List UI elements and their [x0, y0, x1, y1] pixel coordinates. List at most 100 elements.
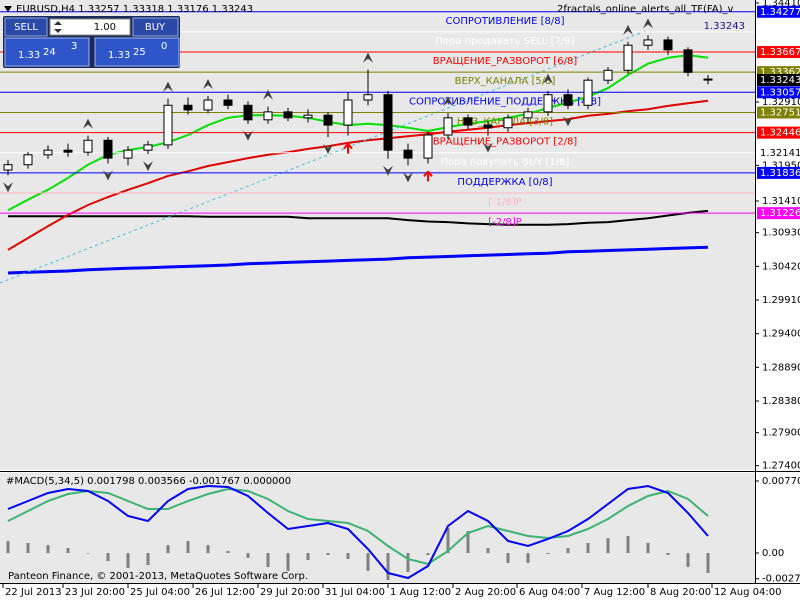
level-label: [-2/8]P	[488, 217, 522, 228]
buy-button[interactable]	[132, 17, 179, 37]
price-tag-label: 1.33667	[760, 47, 800, 58]
macd-histogram-bar	[606, 538, 610, 553]
price-tag	[757, 5, 800, 18]
x-tick-label: 8 Aug 20:00	[650, 587, 711, 598]
macd-histogram-bar	[386, 553, 390, 581]
x-tick-label: 26 Jul 12:00	[195, 587, 255, 598]
macd-histogram-bar	[666, 553, 670, 555]
level-label: СОПРОТИВЛЕНИЕ [8/8]	[446, 16, 565, 27]
sell-button[interactable]	[4, 17, 48, 37]
macd-histogram-bar	[506, 553, 510, 563]
level-label: ВРАЩЕНИЕ_РАЗВОРОТ [6/8]	[433, 56, 578, 67]
buy-price-box[interactable]	[94, 37, 180, 67]
sell-price-box[interactable]	[4, 37, 90, 67]
candle-body	[123, 149, 133, 159]
macd-histogram-bar	[226, 551, 230, 553]
macd-histogram-bar	[326, 553, 330, 555]
candle-body	[583, 79, 593, 106]
y-tick-label: 1.31410	[762, 196, 800, 207]
fractal-up	[263, 89, 273, 100]
fractal-up	[623, 24, 633, 35]
x-tick-label: 12 Aug 04:00	[714, 587, 781, 598]
sell-price-point[interactable]: 3	[71, 41, 77, 52]
macd-histogram-bar	[246, 553, 250, 558]
candle-body	[483, 124, 493, 129]
macd-histogram-bar	[166, 545, 170, 553]
macd-signal-line	[7, 487, 709, 566]
main-panel	[0, 0, 755, 470]
price-tag	[757, 146, 800, 159]
candle-body	[383, 94, 393, 151]
candle-body	[163, 104, 173, 146]
macd-histogram-bar	[186, 540, 190, 553]
price-tag	[757, 106, 800, 119]
y-tick-label: 1.30420	[762, 261, 800, 272]
candle-body	[83, 139, 93, 153]
fractal-up	[83, 118, 93, 129]
price-tag	[757, 166, 800, 179]
macd-histogram-bar	[266, 553, 270, 568]
sell-label[interactable]: SELL	[14, 22, 38, 33]
price-tag-label: 1.31836	[760, 168, 800, 179]
candle-body	[63, 149, 73, 153]
candle-body	[523, 111, 533, 119]
candle-body	[623, 44, 633, 71]
lot-value[interactable]: 1.00	[94, 22, 116, 33]
y-tick-label: 1.28380	[762, 396, 800, 407]
fractal-up	[363, 52, 373, 63]
sell-price-pips[interactable]: 24	[43, 47, 56, 58]
price-tag	[757, 46, 800, 59]
candle-body	[463, 117, 473, 126]
current-price-label: 1.33243	[760, 75, 800, 86]
x-tick-label: 6 Aug 04:00	[519, 587, 580, 598]
moving-average	[8, 209, 709, 226]
macd-histogram-bar	[346, 553, 350, 559]
buy-label[interactable]: BUY	[145, 22, 166, 33]
candle-body	[503, 117, 513, 129]
y-tick-label: 1.29910	[762, 295, 800, 306]
candle-body	[603, 69, 613, 81]
level-label: [-1/8]P	[488, 197, 522, 208]
symbol-icon	[4, 6, 12, 12]
macd-histogram-bar	[206, 544, 210, 553]
y-tick-label: 1.27900	[762, 428, 800, 439]
macd-histogram-bar	[586, 543, 590, 553]
candle-body	[223, 99, 233, 106]
y-tick-label: 1.31950	[762, 160, 800, 171]
candle-body	[663, 39, 673, 51]
macd-histogram-bar	[106, 553, 110, 562]
candle-body	[643, 39, 653, 46]
macd-histogram-bar	[286, 553, 290, 571]
buy-price-point[interactable]: 0	[161, 41, 167, 52]
fractal-down	[3, 182, 13, 193]
fractal-down	[383, 165, 393, 176]
macd-histogram-bar	[486, 548, 490, 553]
macd-histogram-bar	[646, 543, 650, 553]
macd-histogram-bar	[686, 553, 690, 568]
candle-body	[143, 144, 153, 151]
level-label: Пора продавать SELL [7/8]	[435, 36, 574, 47]
price-tag-label: 1.32141	[760, 148, 800, 159]
macd-title: #MACD(5,34,5) 0.001798 0.003566 -0.00176…	[6, 476, 291, 487]
candle-body	[243, 104, 253, 121]
price-tag-label: 1.34277	[760, 7, 800, 18]
moving-average	[7, 99, 709, 251]
lot-spinner[interactable]	[54, 21, 62, 33]
buy-price-big[interactable]: 1.33	[108, 50, 130, 61]
candle-body	[303, 114, 313, 119]
signal-arrow	[423, 170, 433, 182]
buy-price-pips[interactable]: 25	[133, 47, 146, 58]
price-tag-label: 1.31226	[760, 208, 800, 219]
indicator-label: 2fractals_online_alerts_all_TF(FA)_v	[557, 4, 733, 15]
fractal-up	[543, 73, 553, 84]
candle-body	[543, 94, 553, 113]
level-label: ВРАЩЕНИЕ_РАЗВОРОТ [2/8]	[433, 137, 578, 148]
lot-input[interactable]	[49, 18, 131, 36]
macd-histogram-bar	[366, 553, 370, 571]
macd-histogram-bar	[146, 553, 150, 566]
macd-histogram-bar	[706, 553, 710, 573]
candle-body	[363, 94, 373, 101]
sell-price-big[interactable]: 1.33	[18, 50, 40, 61]
x-tick-label: 22 Jul 2013	[5, 587, 62, 598]
